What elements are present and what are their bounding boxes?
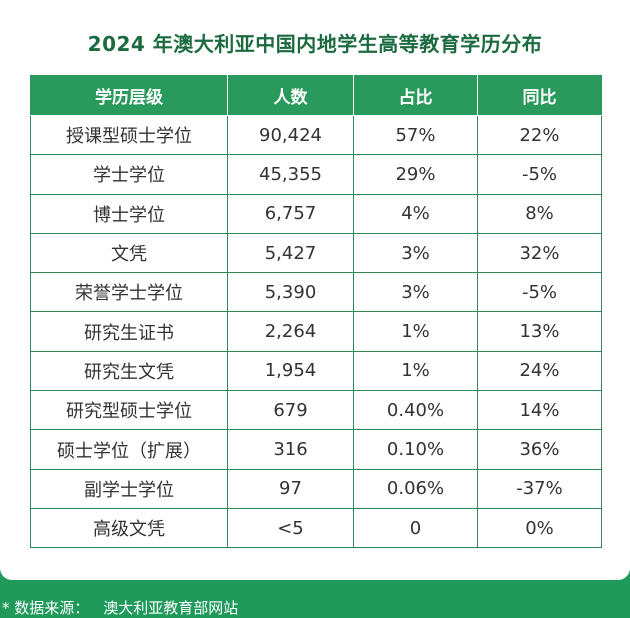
cell-share: 3%	[353, 272, 478, 313]
table-row: 荣誉学士学位 5,390 3% -5%	[30, 272, 602, 313]
cell-count: 1,954	[227, 350, 354, 392]
table-row: 博士学位 6,757 4% 8%	[30, 193, 602, 234]
source-note: * 数据来源： 澳大利亚教育部网站	[2, 597, 238, 618]
cell-level: 研究型硕士学位	[30, 390, 228, 431]
cell-yoy: -5%	[477, 154, 602, 195]
table-row: 授课型硕士学位 90,424 57% 22%	[30, 114, 602, 156]
cell-share: 0.06%	[353, 468, 478, 509]
cell-share: 1%	[353, 311, 478, 352]
table-row: 副学士学位 97 0.06% -37%	[30, 468, 602, 509]
cell-count: 97	[227, 468, 354, 509]
cell-level: 研究生证书	[30, 311, 228, 352]
cell-yoy: 14%	[477, 390, 602, 431]
cell-share: 29%	[353, 154, 478, 195]
cell-level: 硕士学位（扩展）	[30, 429, 228, 470]
cell-share: 0.10%	[353, 429, 478, 470]
cell-count: 90,424	[227, 114, 354, 156]
page-title: 2024 年澳大利亚中国内地学生高等教育学历分布	[87, 32, 543, 56]
cell-yoy: 0%	[477, 507, 602, 549]
cell-level: 文凭	[30, 232, 228, 274]
education-table: 学历层级 人数 占比 同比 授课型硕士学位 90,424 57% 22% 学士学…	[30, 75, 602, 549]
cell-count: 6,757	[227, 193, 354, 234]
cell-count: 316	[227, 429, 354, 470]
table-header-row: 学历层级 人数 占比 同比	[30, 75, 602, 116]
cell-level: 博士学位	[30, 193, 228, 234]
cell-count: <5	[227, 507, 354, 549]
header-count: 人数	[227, 75, 354, 116]
table-row: 高级文凭 <5 0 0%	[30, 507, 602, 549]
table-row: 文凭 5,427 3% 32%	[30, 232, 602, 274]
table-row: 研究型硕士学位 679 0.40% 14%	[30, 390, 602, 431]
table-row: 硕士学位（扩展） 316 0.10% 36%	[30, 429, 602, 470]
cell-yoy: -5%	[477, 272, 602, 313]
cell-level: 学士学位	[30, 154, 228, 195]
cell-yoy: 8%	[477, 193, 602, 234]
cell-share: 4%	[353, 193, 478, 234]
cell-count: 2,264	[227, 311, 354, 352]
cell-share: 3%	[353, 232, 478, 274]
cell-yoy: 36%	[477, 429, 602, 470]
cell-level: 荣誉学士学位	[30, 272, 228, 313]
cell-share: 0.40%	[353, 390, 478, 431]
cell-share: 1%	[353, 350, 478, 392]
table-row: 学士学位 45,355 29% -5%	[30, 154, 602, 195]
cell-count: 45,355	[227, 154, 354, 195]
content-card: 2024 年澳大利亚中国内地学生高等教育学历分布 学历层级 人数 占比 同比 授…	[0, 0, 630, 580]
cell-share: 0	[353, 507, 478, 549]
cell-yoy: -37%	[477, 468, 602, 509]
header-level: 学历层级	[30, 75, 228, 116]
cell-level: 副学士学位	[30, 468, 228, 509]
table-row: 研究生证书 2,264 1% 13%	[30, 311, 602, 352]
cell-count: 5,427	[227, 232, 354, 274]
cell-level: 高级文凭	[30, 507, 228, 549]
cell-yoy: 24%	[477, 350, 602, 392]
table-row: 研究生文凭 1,954 1% 24%	[30, 350, 602, 392]
cell-yoy: 32%	[477, 232, 602, 274]
cell-level: 授课型硕士学位	[30, 114, 228, 156]
cell-yoy: 13%	[477, 311, 602, 352]
cell-share: 57%	[353, 114, 478, 156]
source-label: * 数据来源：	[2, 599, 90, 617]
cell-count: 5,390	[227, 272, 354, 313]
source-name: 澳大利亚教育部网站	[103, 599, 239, 617]
cell-level: 研究生文凭	[30, 350, 228, 392]
header-share: 占比	[353, 75, 478, 116]
header-yoy: 同比	[477, 75, 602, 116]
cell-yoy: 22%	[477, 114, 602, 156]
cell-count: 679	[227, 390, 354, 431]
